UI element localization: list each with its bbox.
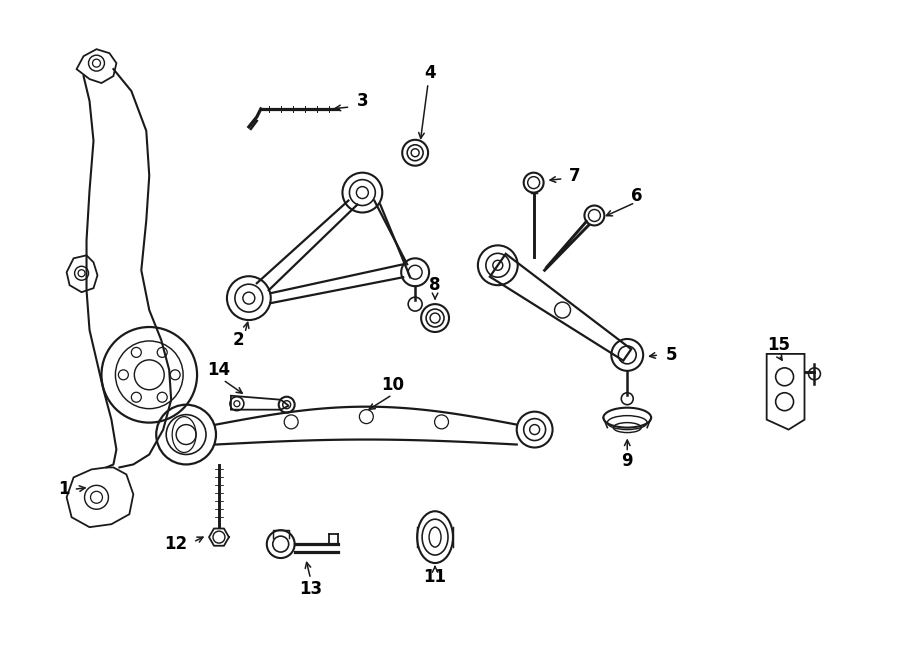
Text: 13: 13: [299, 580, 322, 598]
Text: 6: 6: [632, 187, 643, 205]
Text: 14: 14: [207, 361, 230, 379]
Text: 1: 1: [58, 481, 69, 498]
Text: 7: 7: [569, 167, 580, 185]
Text: 10: 10: [381, 376, 404, 394]
Text: 8: 8: [429, 276, 441, 294]
Text: 9: 9: [621, 452, 633, 471]
Text: 11: 11: [424, 568, 446, 586]
Text: 12: 12: [165, 535, 188, 553]
Text: 3: 3: [356, 92, 368, 110]
Text: 15: 15: [767, 336, 790, 354]
Text: 5: 5: [665, 346, 677, 364]
Text: 4: 4: [424, 64, 436, 82]
Text: 2: 2: [233, 331, 245, 349]
